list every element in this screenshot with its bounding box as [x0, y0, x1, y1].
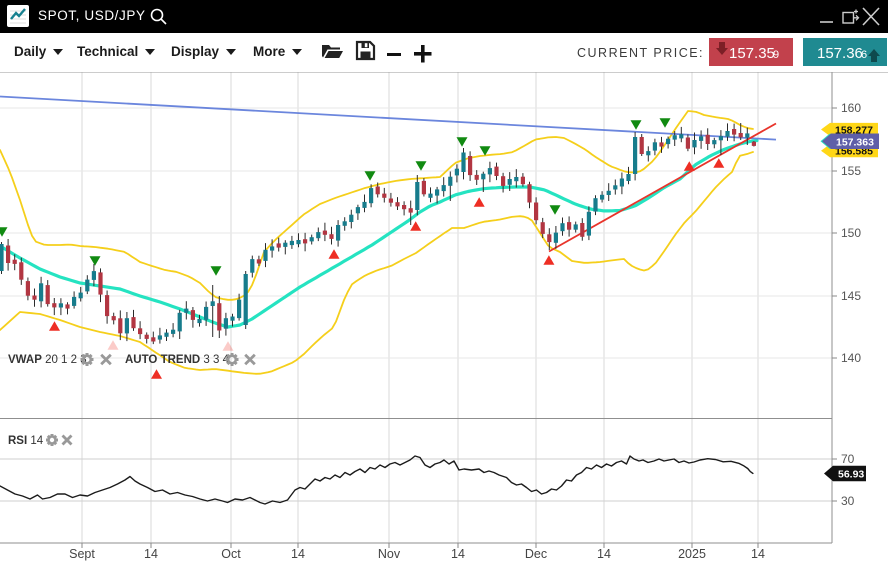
svg-text:Nov: Nov	[378, 547, 401, 561]
svg-text:14: 14	[144, 547, 158, 561]
svg-text:145: 145	[841, 289, 861, 303]
svg-text:157.363: 157.363	[836, 136, 874, 148]
svg-text:70: 70	[841, 452, 855, 466]
svg-text:160: 160	[841, 101, 861, 115]
svg-text:14: 14	[291, 547, 305, 561]
svg-text:2025: 2025	[678, 547, 706, 561]
svg-text:56.93: 56.93	[838, 469, 864, 481]
svg-text:14: 14	[597, 547, 611, 561]
svg-text:157.35: 157.35	[729, 45, 775, 62]
svg-text:6: 6	[861, 49, 867, 61]
svg-text:155: 155	[841, 164, 861, 178]
svg-text:RSI 14: RSI 14	[8, 435, 44, 447]
svg-text:150: 150	[841, 226, 861, 240]
svg-text:158.277: 158.277	[835, 125, 873, 137]
svg-text:30: 30	[841, 494, 855, 508]
svg-text:Dec: Dec	[525, 547, 547, 561]
svg-text:140: 140	[841, 351, 861, 365]
svg-text:14: 14	[451, 547, 465, 561]
svg-text:AUTO TREND 3 3 4: AUTO TREND 3 3 4	[125, 354, 230, 366]
svg-text:14: 14	[751, 547, 765, 561]
svg-text:VWAP 20 1 2 3: VWAP 20 1 2 3	[8, 354, 87, 366]
svg-text:Oct: Oct	[221, 547, 241, 561]
svg-text:9: 9	[773, 49, 779, 61]
svg-text:Sept: Sept	[69, 547, 95, 561]
svg-text:157.36: 157.36	[817, 45, 863, 62]
